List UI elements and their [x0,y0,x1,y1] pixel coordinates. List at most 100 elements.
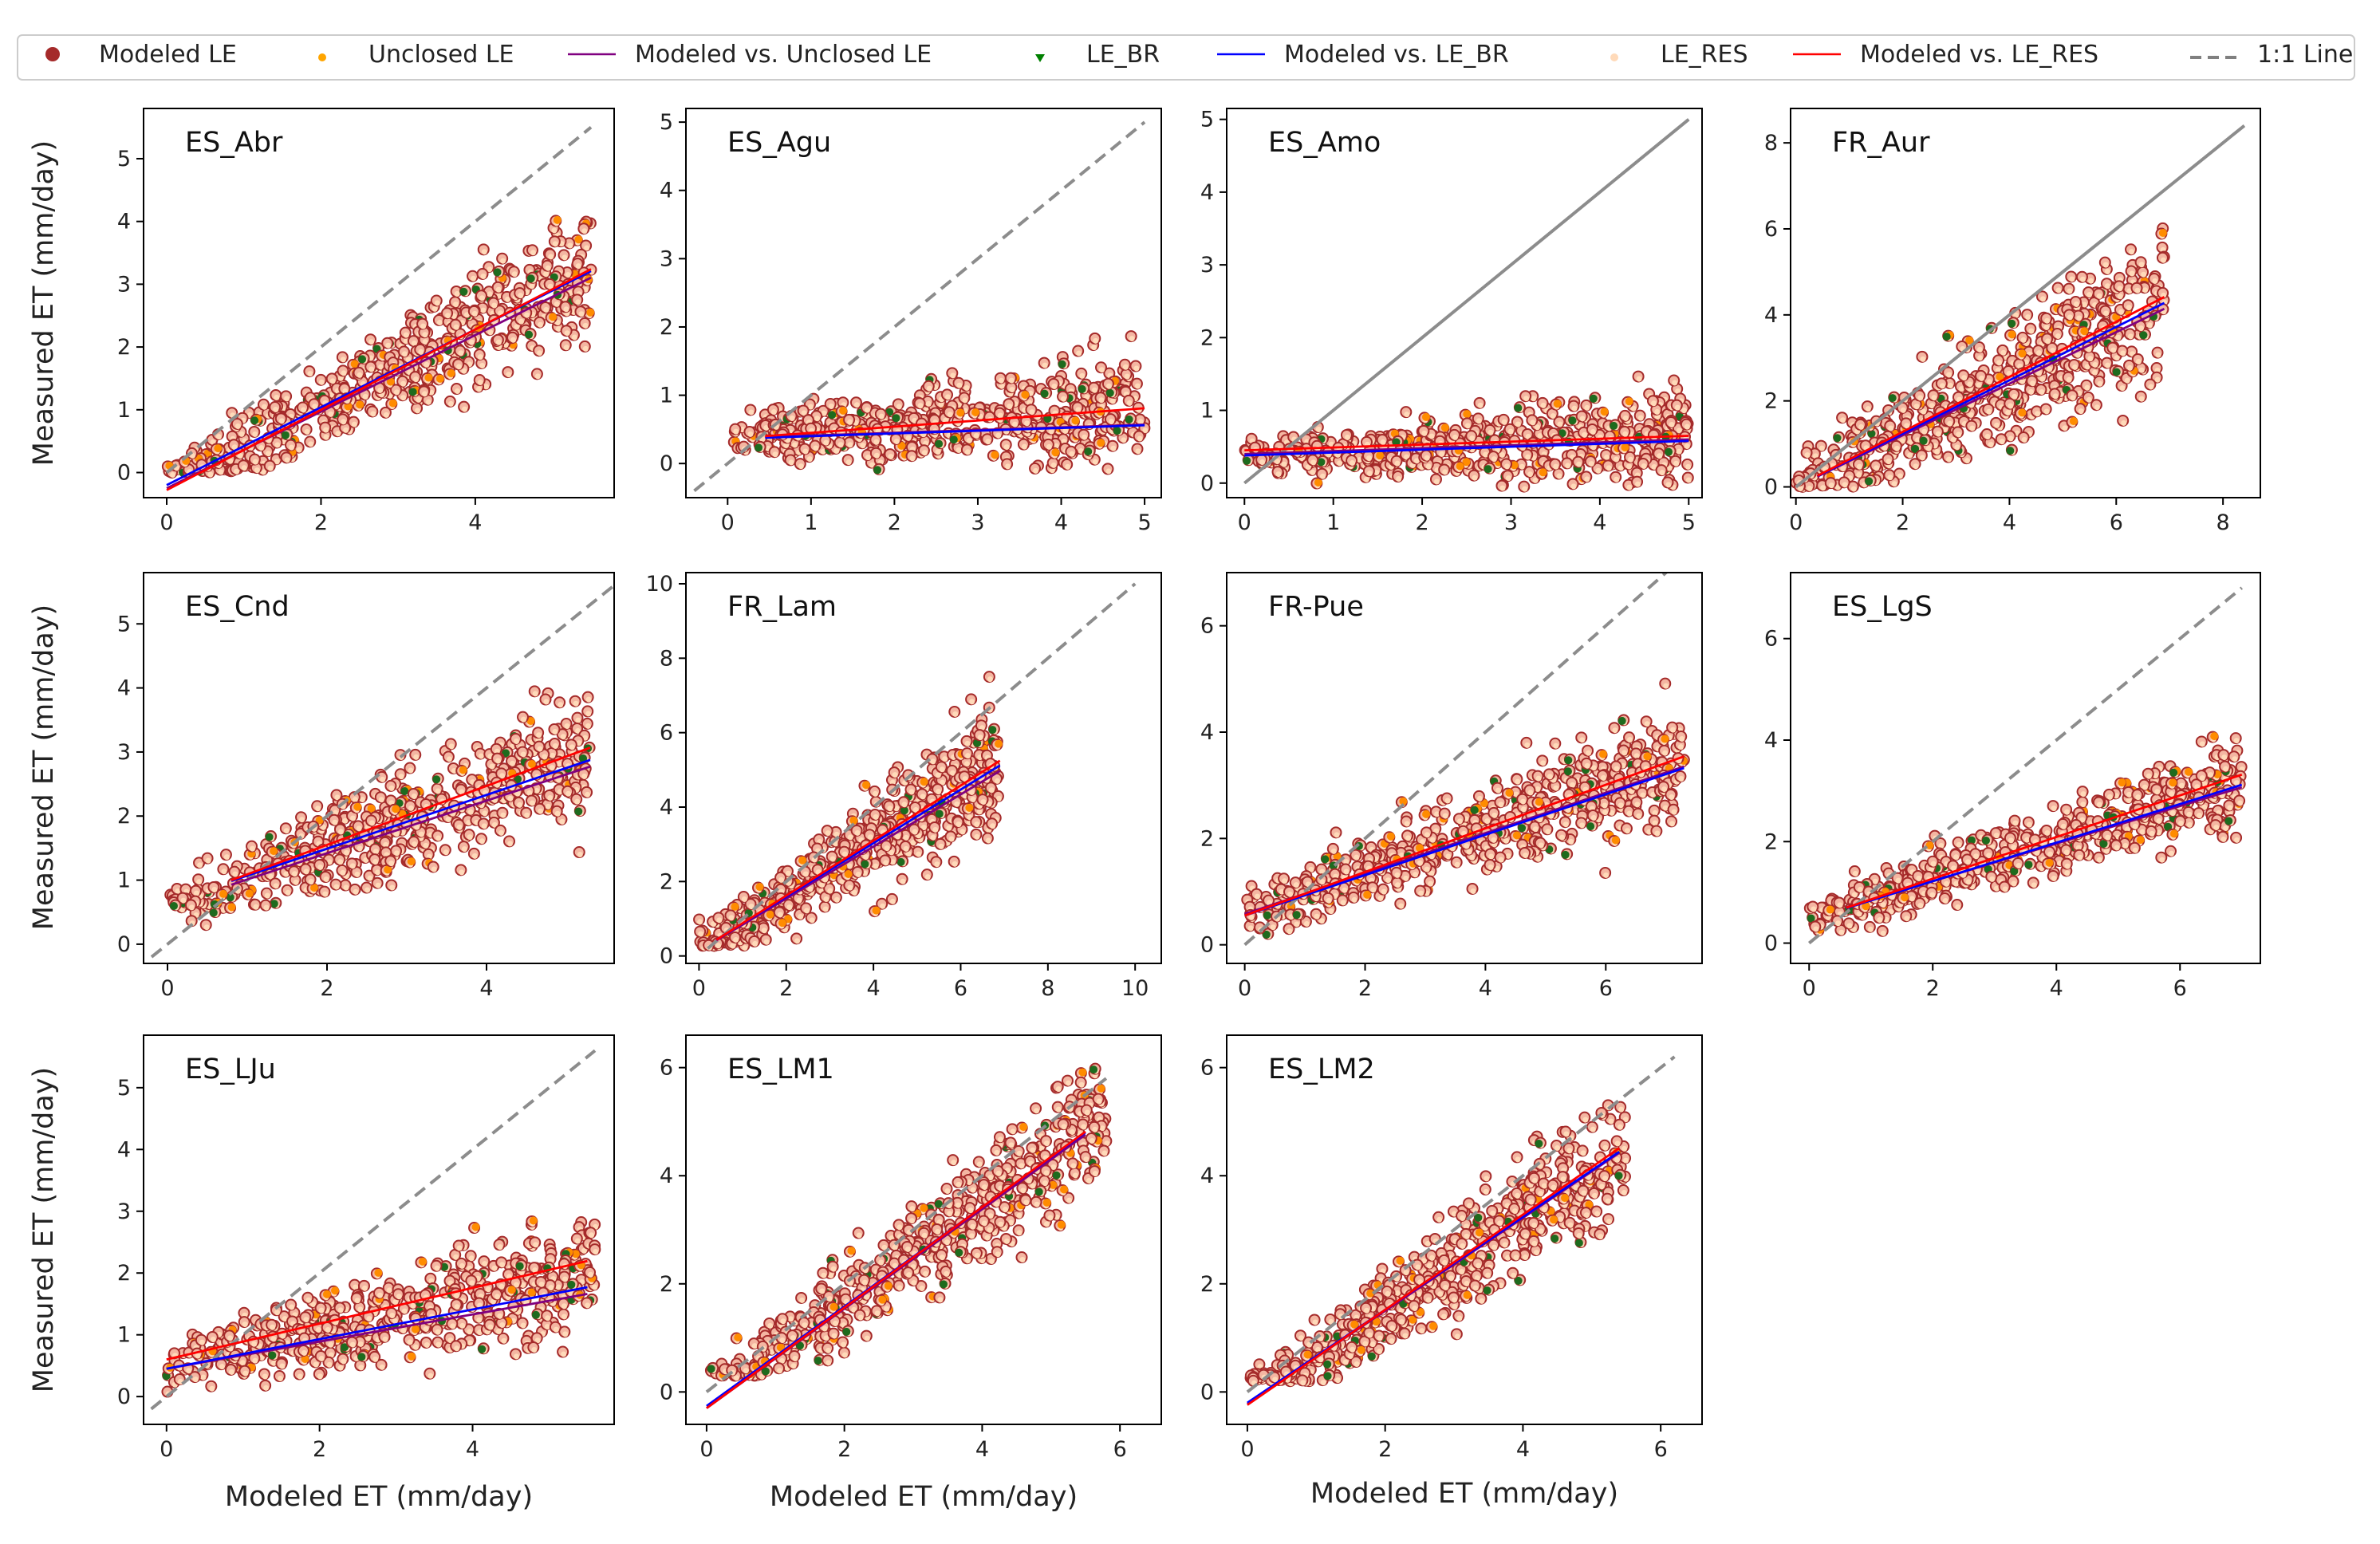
data-point [1584,455,1597,468]
le-res-marker [431,305,438,312]
le-res-marker [453,301,459,308]
le-br-marker [873,466,882,475]
le-res-marker [1635,481,1641,487]
data-point [477,243,490,256]
data-point [1501,470,1514,482]
legend-item-le-br: LE_BR [1035,41,1160,69]
le-res-marker [216,434,223,440]
le-res-marker [1099,367,1105,373]
le-res-marker [267,465,274,471]
le-res-marker [1557,421,1563,427]
data-point [1095,361,1108,374]
data-point [1390,455,1403,467]
data-point [1655,464,1668,477]
le-res-marker [1595,467,1602,474]
le-br-marker [525,330,534,339]
le-res-marker [788,459,794,466]
data-point [1472,412,1484,425]
le-res-marker [341,370,347,376]
le-br-marker [1317,458,1326,467]
data-point [1669,455,1682,467]
legend-label: Modeled vs. LE_RES [1860,41,2098,69]
le-res-marker [833,448,840,455]
le-res-marker [1069,451,1075,457]
le-res-marker [422,332,428,338]
le-res-marker [1012,421,1019,427]
le-res-marker [772,451,778,458]
fit-line-le-br [765,423,1145,439]
x-tick-label: 1 [804,510,818,535]
le-res-marker [237,453,243,459]
le-res-marker [1659,470,1665,476]
le-res-marker [1108,419,1114,425]
unclosed-le-marker [971,408,980,416]
le-res-marker [370,411,376,417]
le-res-marker [1532,477,1539,483]
le-res-marker [468,339,475,345]
y-tick-label: 0 [117,461,131,486]
legend-label: LE_RES [1661,41,1748,69]
le-res-marker [337,375,344,381]
data-point [411,402,424,415]
le-res-marker [1091,387,1097,393]
le-res-marker [582,345,589,352]
le-br-marker [250,416,259,425]
le-br-marker [1392,438,1401,447]
data-point [357,352,370,364]
unclosed-le-marker [435,374,444,383]
le-res-marker [422,391,428,397]
le-res-marker [504,296,510,302]
le-res-marker [1442,469,1448,475]
data-point [967,407,980,419]
le-res-marker [962,397,968,404]
le-res-marker [1501,419,1507,425]
le-res-marker [476,386,483,392]
le-res-marker [471,310,478,317]
le-res-marker [487,266,493,273]
data-point [1600,448,1613,461]
le-res-marker [368,366,375,372]
le-res-marker [853,402,860,408]
x-tick-label: 4 [468,510,482,535]
le-br-marker [1105,388,1114,397]
le-res-marker [307,371,313,377]
le-res-marker [1366,471,1373,477]
le-res-marker [413,376,420,383]
data-point [454,345,467,357]
le-res-marker [1050,462,1057,468]
data-point [558,249,570,262]
le-res-marker [1669,422,1675,428]
le-res-marker [385,342,392,349]
le-res-marker [1614,476,1620,482]
le-res-marker [966,437,972,443]
y-tick-label: 4 [117,210,131,234]
data-point [390,384,403,396]
data-point [530,368,543,380]
le-res-marker [234,423,241,429]
le-res-marker [1413,458,1420,464]
le-res-marker [814,416,821,422]
legend-item-modeled-vs-le-res: Modeled vs. LE_RES [1793,41,2098,69]
data-point [560,325,573,337]
le-res-marker [733,428,739,435]
le-res-marker [813,445,819,451]
unclosed-le-marker [350,360,359,368]
le-res-marker [1637,415,1644,421]
data-point [1580,471,1593,483]
unclosed-le-marker [1539,468,1547,477]
le-res-marker [1135,448,1141,455]
le-res-marker [418,349,424,355]
data-point [1610,471,1622,483]
data-point [325,372,338,385]
data-point [1104,413,1117,426]
data-point [491,281,504,293]
le-res-marker [1523,396,1530,402]
data-point [1038,356,1050,369]
le-res-marker [1673,460,1680,467]
data-point [274,412,287,425]
le-res-marker [789,416,795,422]
le-br-marker [1589,394,1598,403]
data-point [432,373,445,386]
le-res-marker [1005,463,1011,470]
le-res-marker [938,401,944,408]
